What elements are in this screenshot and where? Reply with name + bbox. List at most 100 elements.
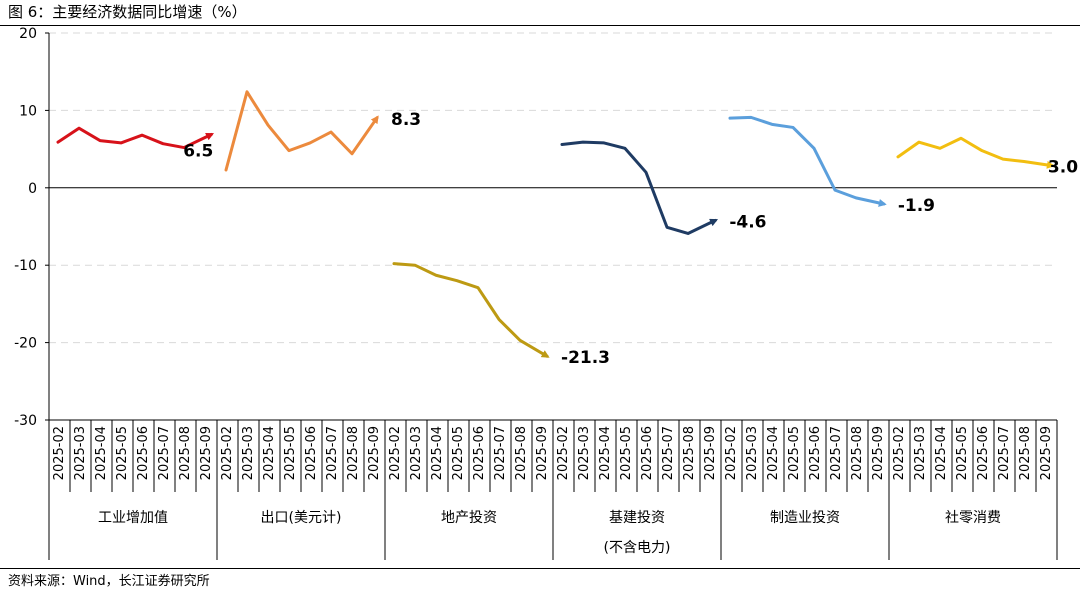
data-point <box>497 318 501 321</box>
data-point <box>854 196 858 200</box>
data-point <box>140 133 144 137</box>
x-tick-label: 2025-05 <box>115 426 130 480</box>
data-point <box>119 141 123 145</box>
series-lines <box>56 90 1055 358</box>
data-point <box>686 232 690 235</box>
x-tick-label: 2025-02 <box>556 426 571 480</box>
data-point <box>665 226 669 229</box>
data-point <box>560 143 564 146</box>
data-point <box>644 171 648 174</box>
series-line <box>896 136 1055 169</box>
x-tick-label: 2025-04 <box>934 426 949 480</box>
x-tick-label: 2025-09 <box>535 426 550 480</box>
end-data-label: 3.0 <box>1048 158 1078 178</box>
x-tick-label: 2025-08 <box>178 426 193 480</box>
data-point <box>434 274 438 277</box>
data-point <box>182 146 186 149</box>
series-line <box>224 90 379 172</box>
data-point <box>833 188 837 192</box>
x-tick-label: 2025-03 <box>913 426 928 480</box>
x-tick-label: 2025-07 <box>325 426 340 480</box>
data-point <box>455 279 459 282</box>
x-tick-label: 2025-02 <box>220 426 235 480</box>
x-tick-label: 2025-09 <box>199 426 214 480</box>
x-tick-label: 2025-07 <box>997 426 1012 480</box>
group-label: 制造业投资 <box>770 510 840 526</box>
x-tick-label: 2025-03 <box>745 426 760 480</box>
x-tick-label: 2025-07 <box>493 426 508 480</box>
figure-title: 图 6：主要经济数据同比增速（%） <box>8 3 247 21</box>
end-data-label: 6.5 <box>183 141 213 161</box>
x-tick-label: 2025-06 <box>472 426 487 480</box>
x-tick-label: 2025-02 <box>892 426 907 480</box>
data-point <box>623 147 627 150</box>
x-tick-label: 2025-06 <box>640 426 655 480</box>
data-point <box>98 139 102 142</box>
data-point <box>812 147 816 150</box>
grid-lines <box>49 32 1057 344</box>
y-tick-label: -30 <box>14 413 37 429</box>
data-point <box>1022 160 1026 163</box>
data-point <box>245 90 249 94</box>
x-tick-label: 2025-03 <box>409 426 424 480</box>
data-point <box>728 116 732 120</box>
x-tick-label: 2025-02 <box>388 426 403 480</box>
source-divider <box>0 568 1080 569</box>
title-divider <box>0 25 1080 26</box>
data-point <box>707 222 711 225</box>
group-label: 工业增加值 <box>98 510 168 526</box>
data-point <box>203 136 207 139</box>
x-tick-label: 2025-02 <box>724 426 739 480</box>
data-point <box>539 351 543 354</box>
data-point <box>329 130 333 134</box>
data-point <box>476 286 480 289</box>
x-tick-label: 2025-05 <box>619 426 634 480</box>
x-tick-label: 2025-08 <box>850 426 865 480</box>
data-point <box>791 126 795 129</box>
data-point <box>392 262 396 265</box>
data-point <box>308 141 312 145</box>
x-tick-label: 2025-08 <box>682 426 697 480</box>
x-tick-label: 2025-04 <box>262 426 277 480</box>
data-point <box>749 116 753 119</box>
end-data-label: 8.3 <box>391 110 421 130</box>
data-point <box>581 140 585 144</box>
series-line <box>728 115 887 207</box>
group-label: 基建投资 <box>609 509 665 526</box>
data-point <box>77 127 81 130</box>
y-tick-label: -20 <box>14 336 37 352</box>
x-tick-label: 2025-09 <box>871 426 886 480</box>
data-labels: 6.5 8.3 -21.3 -4.6 -1.9 3.0 <box>183 110 1078 368</box>
x-tick-label: 2025-05 <box>451 426 466 480</box>
data-point <box>896 155 900 159</box>
data-point <box>959 137 963 140</box>
figure-source: 资料来源：Wind，长江证券研究所 <box>8 574 210 589</box>
data-point <box>917 140 921 144</box>
x-tick-label: 2025-06 <box>304 426 319 480</box>
x-tick-label: 2025-06 <box>136 426 151 480</box>
group-label: 社零消费 <box>945 510 1001 526</box>
x-tick-label: 2025-04 <box>430 426 445 480</box>
x-tick-label: 2025-05 <box>283 426 298 480</box>
x-tick-label: 2025-06 <box>808 426 823 480</box>
data-point <box>1001 157 1005 161</box>
y-tick-label: -10 <box>14 258 37 274</box>
data-point <box>938 147 942 150</box>
data-point <box>518 339 522 342</box>
x-tick-label: 2025-08 <box>1018 426 1033 480</box>
end-data-label: -1.9 <box>898 196 935 216</box>
axes: 20 10 0 -10 -20 -30 2025-02 2025-03 2025-04 2025-… <box>14 26 1058 560</box>
x-tick-label: 2025-09 <box>703 426 718 480</box>
x-tick-label: 2025-08 <box>346 426 361 480</box>
x-tick-label: 2025-07 <box>829 426 844 480</box>
x-tick-label: 2025-04 <box>598 426 613 480</box>
data-point <box>350 152 354 155</box>
data-point <box>413 264 417 267</box>
data-point <box>980 149 984 152</box>
x-tick-label: 2025-07 <box>661 426 676 480</box>
x-tick-label: 2025-09 <box>367 426 382 480</box>
data-point <box>266 123 270 127</box>
x-tick-label: 2025-03 <box>577 426 592 480</box>
x-tick-label: 2025-03 <box>241 426 256 480</box>
x-tick-label: 2025-09 <box>1039 426 1054 480</box>
